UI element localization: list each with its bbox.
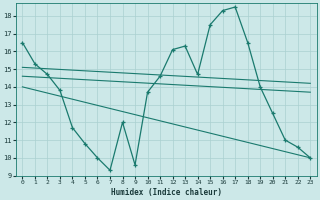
X-axis label: Humidex (Indice chaleur): Humidex (Indice chaleur) xyxy=(111,188,222,197)
